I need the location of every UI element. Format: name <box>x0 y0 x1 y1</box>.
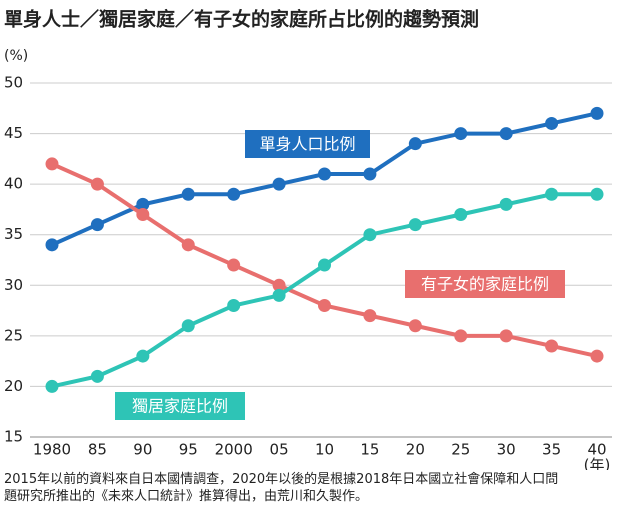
point <box>136 349 150 363</box>
y-tick-label: 35 <box>4 225 23 243</box>
point <box>545 339 559 353</box>
point <box>272 278 286 292</box>
x-unit: (年) <box>584 456 611 470</box>
x-tick-label: 1980 <box>33 441 71 459</box>
point <box>545 116 559 130</box>
point <box>408 137 422 151</box>
point <box>590 106 604 120</box>
point <box>181 187 195 201</box>
point <box>590 187 604 201</box>
point <box>318 299 331 313</box>
point <box>45 238 59 252</box>
point <box>90 177 104 191</box>
legend-box <box>245 130 370 158</box>
y-tick-label: 40 <box>4 175 23 193</box>
footnote: 2015年以前的資料來自日本國情調查，2020年以後的是根據2018年日本國立社… <box>4 472 559 504</box>
x-tick-label: 15 <box>360 441 379 459</box>
point <box>318 258 331 272</box>
point <box>90 369 104 383</box>
legend-box <box>405 270 565 298</box>
x-tick-label: 90 <box>133 441 152 459</box>
y-tick-label: 30 <box>4 276 23 294</box>
legend-label: 單身人口比例 <box>259 135 355 154</box>
x-tick-label: 95 <box>179 441 198 459</box>
point <box>590 349 604 363</box>
x-tick-label: 85 <box>88 441 107 459</box>
point <box>499 127 513 141</box>
x-tick-label: 40 <box>587 441 606 459</box>
y-tick-label: 50 <box>4 74 23 92</box>
point <box>454 329 468 343</box>
point <box>90 218 104 232</box>
legend-label: 有子女的家庭比例 <box>421 275 549 294</box>
legend-label: 獨居家庭比例 <box>132 397 228 416</box>
point <box>272 177 286 191</box>
point <box>408 319 422 333</box>
legend-box <box>115 392 245 420</box>
point <box>454 127 468 141</box>
x-tick-label: 05 <box>270 441 289 459</box>
point <box>545 187 559 201</box>
point <box>499 329 513 343</box>
point <box>136 197 150 211</box>
y-tick-label: 15 <box>4 428 23 446</box>
point <box>499 197 513 211</box>
point <box>181 238 195 252</box>
point <box>363 228 377 242</box>
point <box>454 207 468 221</box>
y-tick-label: 25 <box>4 326 23 344</box>
point <box>45 157 59 171</box>
point <box>318 167 331 181</box>
point <box>45 379 59 393</box>
point <box>227 258 241 272</box>
chart-title: 單身人士／獨居家庭／有子女的家庭所占比例的趨勢預測 <box>4 8 479 31</box>
x-tick-label: 25 <box>451 441 470 459</box>
point <box>227 187 241 201</box>
y-tick-label: 45 <box>4 124 23 142</box>
x-tick-label: 2000 <box>215 441 253 459</box>
point <box>136 207 150 221</box>
y-unit: (%) <box>4 48 28 64</box>
point <box>363 167 377 181</box>
point <box>227 299 241 313</box>
point <box>408 218 422 232</box>
x-tick-label: 30 <box>497 441 516 459</box>
x-tick-label: 20 <box>406 441 425 459</box>
point <box>272 288 286 302</box>
x-tick-label: 10 <box>315 441 334 459</box>
point <box>363 309 377 323</box>
point <box>181 319 195 333</box>
x-tick-label: 35 <box>542 441 561 459</box>
chart: 單身人士／獨居家庭／有子女的家庭所占比例的趨勢預測 (%) (年) 15 20 25… <box>4 8 612 470</box>
y-tick-label: 20 <box>4 377 23 395</box>
